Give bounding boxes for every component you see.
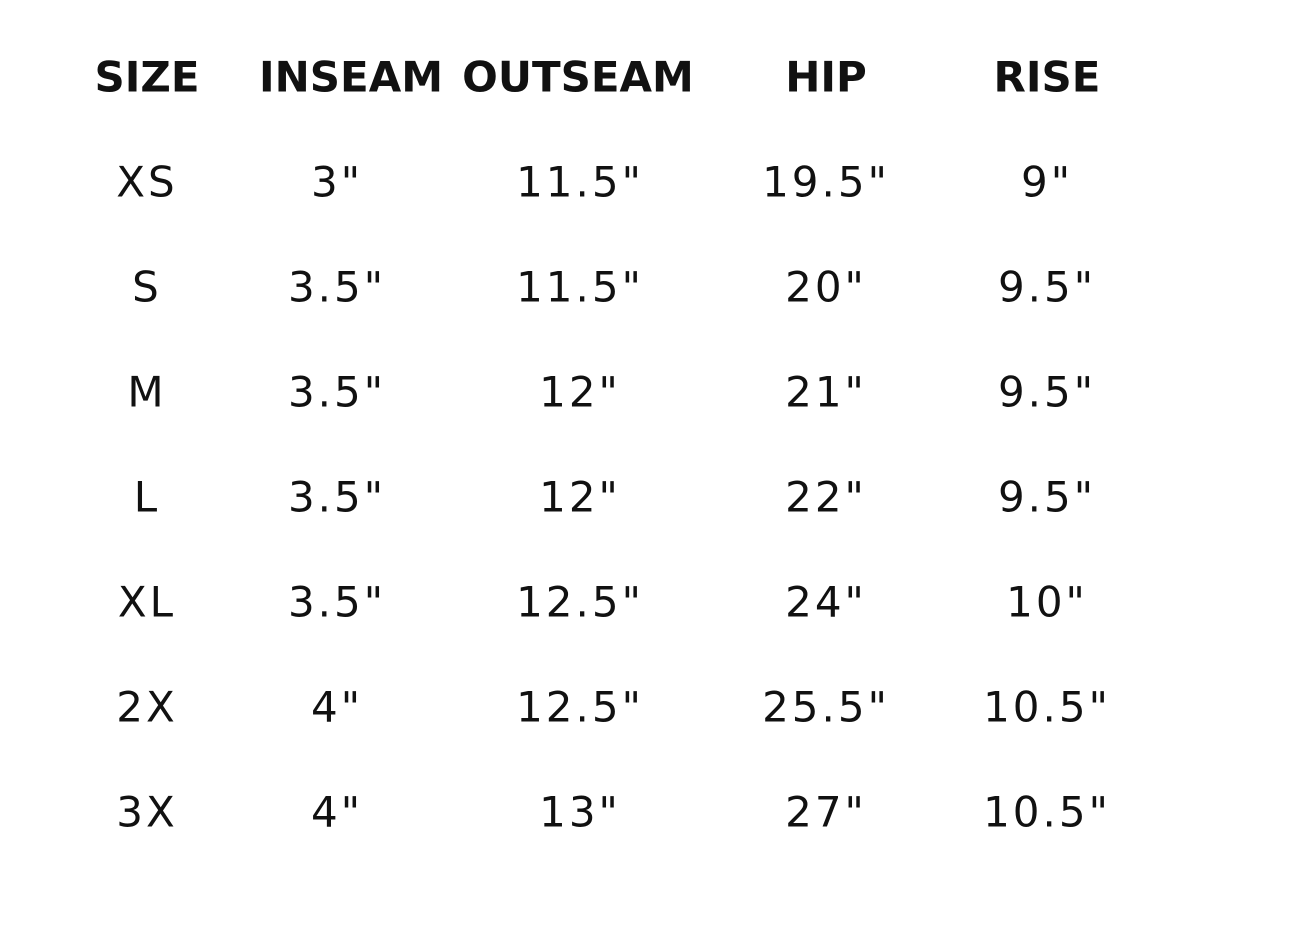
cell-size: M <box>127 367 167 417</box>
cell-inseam: 3" <box>310 157 364 207</box>
header-inseam: INSEAM <box>258 52 444 102</box>
cell-rise: 9.5" <box>997 262 1097 312</box>
cell-rise: 10.5" <box>983 787 1111 837</box>
cell-rise: 9.5" <box>997 367 1097 417</box>
header-outseam: OUTSEAM <box>462 52 694 102</box>
cell-hip: 19.5" <box>762 157 890 207</box>
cell-size: XL <box>117 577 177 627</box>
cell-size: XS <box>116 157 178 207</box>
cell-outseam: 12" <box>539 472 621 522</box>
cell-inseam: 3.5" <box>287 472 387 522</box>
cell-rise: 10" <box>1006 577 1088 627</box>
cell-size: 3X <box>116 787 178 837</box>
cell-inseam: 3.5" <box>287 262 387 312</box>
header-hip: HIP <box>785 52 867 102</box>
cell-inseam: 3.5" <box>287 577 387 627</box>
cell-size: 2X <box>116 682 178 732</box>
cell-inseam: 4" <box>310 787 364 837</box>
cell-outseam: 11.5" <box>516 262 644 312</box>
cell-outseam: 12.5" <box>516 682 644 732</box>
cell-hip: 24" <box>785 577 867 627</box>
cell-rise: 9.5" <box>997 472 1097 522</box>
cell-hip: 22" <box>785 472 867 522</box>
cell-outseam: 12.5" <box>516 577 644 627</box>
cell-outseam: 12" <box>539 367 621 417</box>
cell-hip: 25.5" <box>762 682 890 732</box>
cell-outseam: 11.5" <box>516 157 644 207</box>
cell-hip: 20" <box>785 262 867 312</box>
cell-size: S <box>132 262 162 312</box>
cell-inseam: 3.5" <box>287 367 387 417</box>
header-rise: RISE <box>993 52 1101 102</box>
header-size: SIZE <box>94 52 200 102</box>
cell-hip: 27" <box>785 787 867 837</box>
cell-rise: 9" <box>1020 157 1074 207</box>
cell-rise: 10.5" <box>983 682 1111 732</box>
cell-inseam: 4" <box>310 682 364 732</box>
cell-outseam: 13" <box>539 787 621 837</box>
cell-size: L <box>133 472 161 522</box>
cell-hip: 21" <box>785 367 867 417</box>
